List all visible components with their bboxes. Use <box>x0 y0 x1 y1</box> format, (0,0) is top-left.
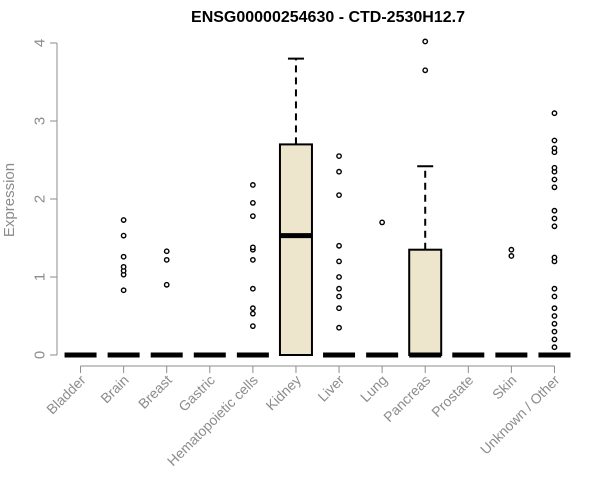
outlier-point <box>551 137 558 144</box>
box-liver <box>323 153 356 358</box>
outlier-point <box>120 232 127 239</box>
outlier-point <box>249 310 256 317</box>
outlier-point <box>422 67 429 74</box>
outlier-point <box>249 213 256 220</box>
y-axis-label: Expression <box>1 163 18 237</box>
x-tick-label: Skin <box>489 372 520 403</box>
outlier-point <box>336 258 342 265</box>
outlier-point <box>120 287 127 294</box>
x-tick-label: Liver <box>314 372 347 405</box>
x-tick-label: Pancreas <box>380 372 433 425</box>
box-pancreas <box>408 38 443 358</box>
box-body <box>278 143 313 356</box>
outlier-point <box>120 217 127 223</box>
box-skin <box>495 246 528 358</box>
outlier-point <box>249 285 256 292</box>
y-tick-label: 2 <box>32 195 49 203</box>
outlier-point <box>249 244 256 251</box>
outlier-point <box>249 323 256 330</box>
outlier-point <box>336 305 342 312</box>
outlier-point <box>163 256 170 263</box>
outlier-point <box>551 207 558 214</box>
outlier-point <box>249 199 256 206</box>
outlier-point <box>336 293 342 300</box>
box-breast <box>150 248 183 358</box>
outlier-point <box>336 192 342 199</box>
y-axis: 0 1 2 3 4 <box>32 39 58 359</box>
y-tick-label: 3 <box>32 117 49 125</box>
outlier-point <box>551 313 558 319</box>
outlier-point <box>336 324 342 331</box>
outlier-point <box>551 320 558 327</box>
outlier-point <box>120 263 127 270</box>
outlier-point <box>336 285 342 292</box>
outlier-point <box>551 215 558 222</box>
box-kidney <box>278 57 313 356</box>
x-tick-label: Kidney <box>262 372 304 414</box>
box-series <box>64 38 571 358</box>
outlier-point <box>508 246 515 253</box>
x-tick-label: Brain <box>97 372 131 406</box>
box-lung <box>366 219 399 358</box>
outlier-point <box>551 110 558 117</box>
x-tick-label: Unknown / Other <box>477 372 563 458</box>
x-tick-label: Bladder <box>43 372 89 418</box>
outlier-point <box>336 242 342 249</box>
outlier-point <box>379 219 386 226</box>
outlier-point <box>551 285 558 292</box>
outlier-point <box>336 274 342 280</box>
outlier-point <box>551 164 558 171</box>
outlier-point <box>551 305 558 312</box>
outlier-point <box>120 253 127 260</box>
outlier-point <box>551 223 558 230</box>
outlier-point <box>336 168 342 175</box>
outlier-point <box>508 253 515 259</box>
x-tick-label: Breast <box>135 372 175 412</box>
outlier-point <box>249 256 256 263</box>
y-tick-label: 1 <box>32 273 49 281</box>
outlier-point <box>249 182 256 188</box>
outlier-point <box>249 305 256 312</box>
outlier-point <box>551 184 558 191</box>
outlier-point <box>551 293 558 300</box>
outlier-point <box>551 254 558 261</box>
box-unknown-other <box>538 110 571 358</box>
box-hematopoietic-cells <box>236 182 269 358</box>
outlier-point <box>551 336 558 343</box>
x-tick-label: Gastric <box>175 372 218 415</box>
outlier-point <box>336 153 342 160</box>
outlier-point <box>163 248 170 255</box>
outlier-point <box>551 344 558 351</box>
x-tick-label: Prostate <box>428 372 476 420</box>
outlier-point <box>163 281 170 288</box>
outlier-point <box>551 176 558 183</box>
outlier-point <box>422 38 429 45</box>
outlier-point <box>551 145 558 152</box>
outlier-point <box>551 328 558 335</box>
x-tick-label: Lung <box>357 372 390 405</box>
y-tick-label: 4 <box>32 39 49 47</box>
box-body <box>408 248 443 356</box>
box-brain <box>107 217 140 358</box>
chart-title: ENSG00000254630 - CTD-2530H12.7 <box>191 9 465 26</box>
y-tick-label: 0 <box>32 351 49 359</box>
